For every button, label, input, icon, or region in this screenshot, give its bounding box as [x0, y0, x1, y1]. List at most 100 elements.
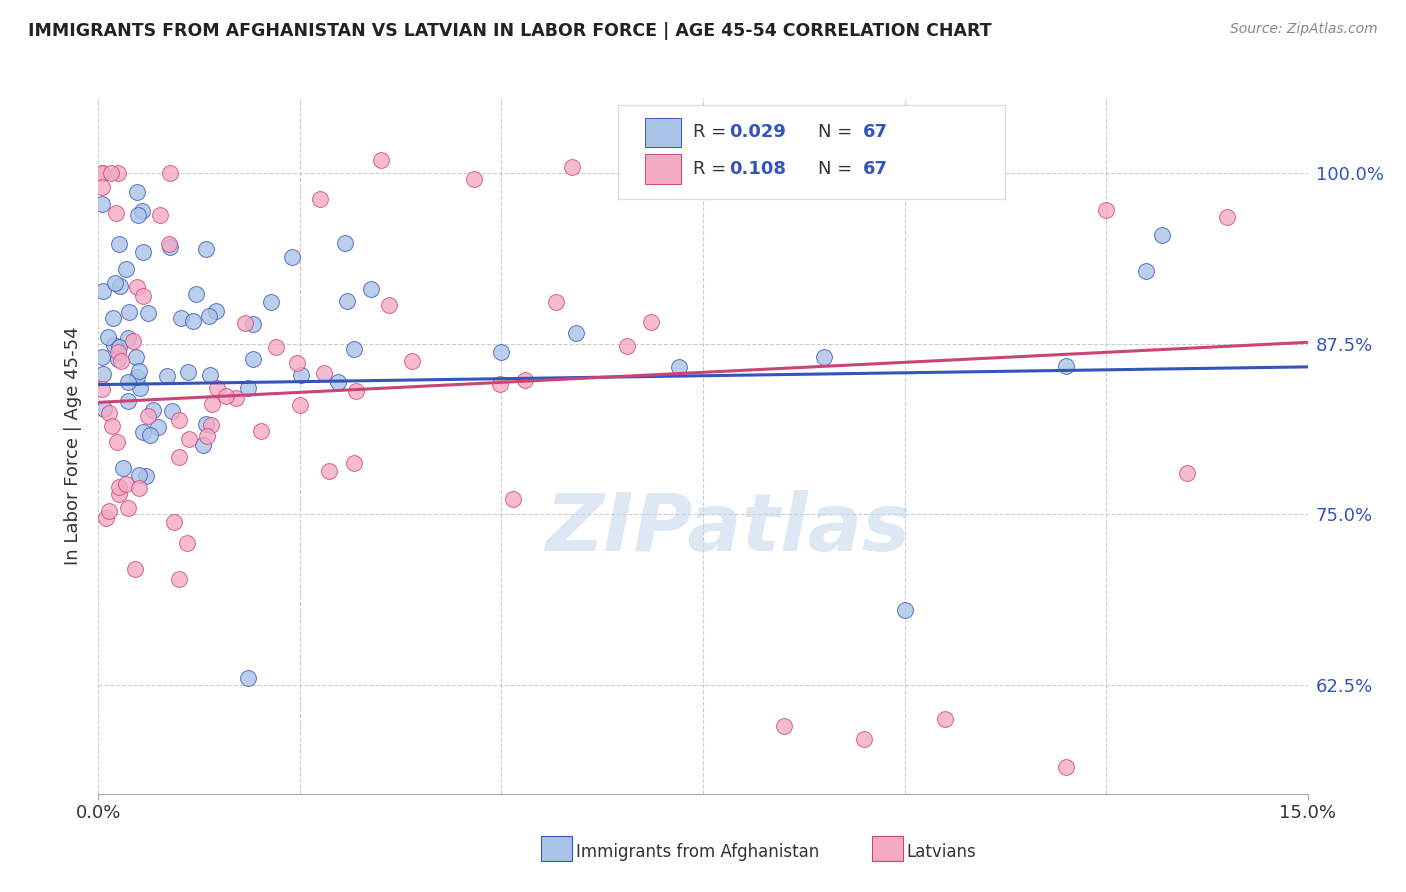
Point	[91, 197, 114, 211]
Point	[502, 491, 524, 506]
Point	[91, 166, 114, 180]
Point	[127, 370, 149, 384]
Point	[128, 364, 150, 378]
Point	[193, 438, 215, 452]
Point	[136, 306, 159, 320]
Point	[288, 398, 311, 412]
Point	[127, 208, 149, 222]
Point	[108, 340, 131, 354]
Point	[131, 204, 153, 219]
Text: 67: 67	[863, 123, 887, 141]
Point	[233, 317, 256, 331]
Point	[142, 403, 165, 417]
Point	[318, 464, 340, 478]
Point	[91, 179, 114, 194]
Point	[772, 719, 794, 733]
Point	[565, 326, 588, 340]
Point	[360, 282, 382, 296]
Point	[1054, 359, 1077, 373]
Point	[110, 354, 132, 368]
Text: Immigrants from Afghanistan: Immigrants from Afghanistan	[576, 843, 820, 861]
Point	[91, 166, 114, 180]
Point	[107, 351, 129, 366]
Point	[934, 712, 956, 726]
Point	[107, 236, 129, 251]
Point	[204, 304, 226, 318]
Point	[91, 351, 114, 365]
Point	[314, 367, 336, 381]
Point	[159, 166, 181, 180]
Point	[117, 500, 139, 515]
Point	[124, 350, 146, 364]
Point	[118, 305, 141, 319]
Point	[100, 166, 122, 180]
FancyBboxPatch shape	[619, 105, 1005, 199]
Point	[146, 419, 169, 434]
Point	[205, 380, 228, 394]
Point	[200, 368, 222, 383]
Point	[167, 572, 190, 586]
FancyBboxPatch shape	[645, 118, 682, 147]
Point	[132, 288, 155, 302]
Point	[1054, 759, 1077, 773]
Point	[225, 391, 247, 405]
Text: IMMIGRANTS FROM AFGHANISTAN VS LATVIAN IN LABOR FORCE | AGE 45-54 CORRELATION CH: IMMIGRANTS FROM AFGHANISTAN VS LATVIAN I…	[28, 22, 991, 40]
Point	[104, 277, 127, 291]
Point	[195, 429, 218, 443]
Point	[215, 389, 238, 403]
Point	[103, 338, 125, 352]
Point	[128, 467, 150, 482]
Point	[463, 171, 485, 186]
Point	[336, 294, 359, 309]
FancyBboxPatch shape	[645, 154, 682, 184]
Point	[1095, 203, 1118, 218]
Point	[242, 351, 264, 366]
Point	[181, 314, 204, 328]
Point	[117, 375, 139, 389]
Point	[105, 206, 128, 220]
Point	[893, 603, 915, 617]
Point	[115, 261, 138, 276]
Point	[333, 235, 356, 250]
Point	[170, 310, 193, 325]
Point	[544, 295, 567, 310]
Point	[194, 417, 217, 431]
Point	[160, 404, 183, 418]
Point	[91, 367, 114, 381]
Point	[290, 368, 312, 382]
Point	[1216, 211, 1239, 225]
Point	[513, 373, 536, 387]
Point	[616, 339, 638, 353]
Point	[285, 356, 308, 370]
Point	[813, 350, 835, 364]
Point	[640, 314, 662, 328]
Point	[157, 237, 180, 252]
Point	[136, 409, 159, 423]
Point	[264, 340, 287, 354]
Point	[96, 511, 118, 525]
Point	[491, 344, 513, 359]
Point	[156, 369, 179, 384]
Point	[1135, 264, 1157, 278]
Point	[105, 434, 128, 449]
Text: R =: R =	[693, 160, 733, 178]
Point	[344, 384, 367, 399]
Point	[127, 186, 149, 200]
Point	[343, 343, 366, 357]
Text: ZIPatlas: ZIPatlas	[544, 491, 910, 568]
Point	[236, 381, 259, 395]
Point	[107, 345, 129, 359]
Text: Latvians: Latvians	[907, 843, 977, 861]
Point	[159, 240, 181, 254]
Point	[111, 461, 134, 475]
Point	[107, 166, 129, 180]
Point	[110, 279, 132, 293]
Point	[132, 245, 155, 260]
Text: 0.029: 0.029	[730, 123, 786, 141]
Point	[176, 536, 198, 550]
Point	[114, 477, 136, 491]
Text: N =: N =	[818, 160, 858, 178]
Point	[93, 401, 115, 416]
Point	[97, 406, 120, 420]
Point	[1152, 227, 1174, 242]
